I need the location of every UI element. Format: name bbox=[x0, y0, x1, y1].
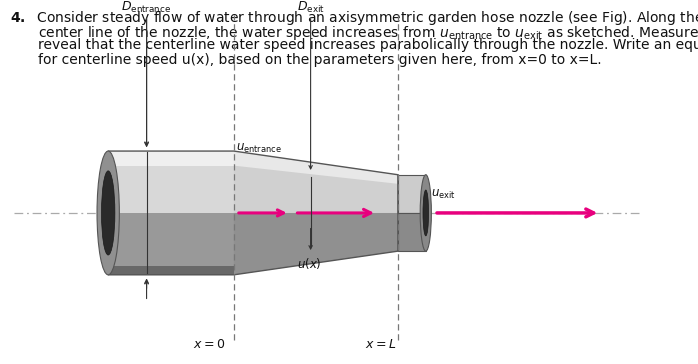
Text: $x = 0$: $x = 0$ bbox=[193, 338, 225, 351]
Polygon shape bbox=[108, 151, 234, 166]
Polygon shape bbox=[108, 266, 234, 275]
Polygon shape bbox=[234, 151, 398, 213]
Polygon shape bbox=[108, 151, 234, 213]
Ellipse shape bbox=[97, 151, 119, 275]
Polygon shape bbox=[234, 213, 398, 275]
Text: $u(x)$: $u(x)$ bbox=[297, 256, 321, 270]
Text: $D_{\rm exit}$: $D_{\rm exit}$ bbox=[297, 0, 325, 15]
Ellipse shape bbox=[420, 175, 431, 251]
Polygon shape bbox=[108, 213, 234, 275]
Ellipse shape bbox=[101, 171, 115, 255]
Text: $u_{\rm entrance}$: $u_{\rm entrance}$ bbox=[236, 142, 282, 155]
Polygon shape bbox=[398, 175, 426, 213]
Text: center line of the nozzle, the water speed increases from $u_{\rm entrance}$ to : center line of the nozzle, the water spe… bbox=[38, 24, 698, 41]
Polygon shape bbox=[398, 213, 426, 251]
Text: $D_{\rm entrance}$: $D_{\rm entrance}$ bbox=[121, 0, 172, 15]
Polygon shape bbox=[234, 151, 398, 184]
Ellipse shape bbox=[423, 190, 429, 236]
Text: $u_{\rm exit}$: $u_{\rm exit}$ bbox=[431, 188, 456, 201]
Text: reveal that the centerline water speed increases parabolically through the nozzl: reveal that the centerline water speed i… bbox=[38, 38, 698, 52]
Text: $\mathbf{4.}$  Consider steady flow of water through an axisymmetric garden hose: $\mathbf{4.}$ Consider steady flow of wa… bbox=[10, 9, 698, 27]
Text: $x = L$: $x = L$ bbox=[365, 338, 396, 351]
Text: for centerline speed u(x), based on the parameters given here, from x=0 to x=L.: for centerline speed u(x), based on the … bbox=[38, 53, 601, 67]
